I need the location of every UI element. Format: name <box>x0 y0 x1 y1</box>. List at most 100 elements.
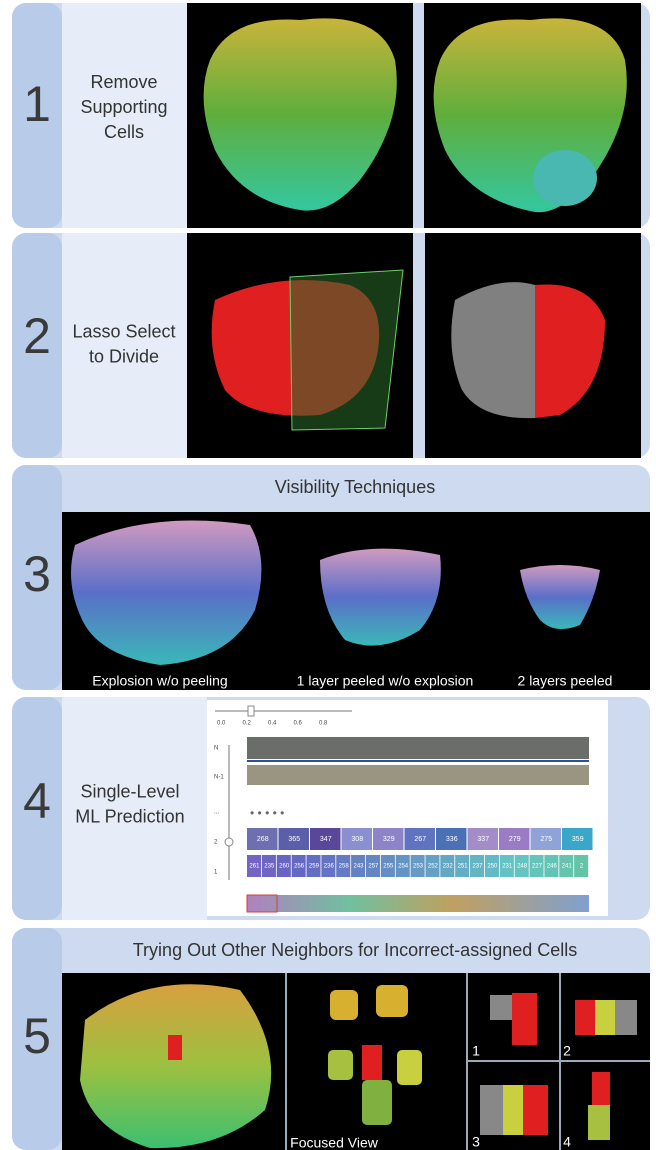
cell <box>615 1000 637 1035</box>
label-area <box>62 233 187 458</box>
cell <box>595 1000 615 1035</box>
blob <box>451 282 535 419</box>
caption: 2 layers peeled <box>518 673 613 689</box>
cell <box>351 855 366 877</box>
cell <box>395 855 410 877</box>
cell <box>574 855 589 877</box>
label-line: Cells <box>104 122 144 142</box>
cell-label: 336 <box>446 836 458 843</box>
cell-label: 248 <box>517 864 528 870</box>
cell <box>247 828 278 850</box>
cell <box>376 985 408 1017</box>
cell-label: 261 <box>249 864 260 870</box>
cell <box>455 855 470 877</box>
cell <box>397 1050 422 1085</box>
label-line: Lasso Select <box>72 321 175 341</box>
cell <box>410 855 425 877</box>
cell-label: 237 <box>472 864 483 870</box>
cell <box>467 828 498 850</box>
panel-number: 5 <box>23 1008 51 1064</box>
cell-label: 267 <box>414 836 426 843</box>
blob <box>535 284 605 418</box>
panel-stripe <box>12 928 62 1150</box>
cell <box>425 855 440 877</box>
cell-label: 256 <box>294 864 305 870</box>
cell-label: 255 <box>383 864 394 870</box>
viewport <box>246 894 278 913</box>
panel-number: 3 <box>23 546 51 602</box>
slider-tick: 0.4 <box>268 721 277 727</box>
cell-label: 252 <box>428 864 439 870</box>
caption: 1 <box>472 1043 480 1059</box>
level-bar <box>247 737 589 759</box>
slider-tick: 0.6 <box>294 721 303 727</box>
cell <box>529 855 544 877</box>
cell <box>365 855 381 877</box>
cell-label: 251 <box>458 864 469 870</box>
cell <box>588 1105 610 1140</box>
cell <box>514 855 529 877</box>
level-knob <box>224 837 234 847</box>
label-area <box>62 697 207 920</box>
cell <box>480 1085 505 1135</box>
level-label: 2 <box>214 840 218 846</box>
label-area <box>62 3 187 228</box>
cell <box>484 855 499 877</box>
cell-label: 308 <box>351 836 363 843</box>
blob <box>520 565 600 629</box>
label-line: Supporting <box>80 97 167 117</box>
cell <box>530 828 561 850</box>
panel-label: Single-Level ML Prediction <box>75 781 184 826</box>
cell-label: 253 <box>413 864 424 870</box>
cell-label: 258 <box>339 864 350 870</box>
cell-label: 279 <box>509 836 521 843</box>
panel-number: 2 <box>23 308 51 364</box>
panel-title: Trying Out Other Neighbors for Incorrect… <box>133 940 578 960</box>
blob <box>533 150 597 206</box>
cell <box>291 855 306 877</box>
panel-title: Visibility Techniques <box>275 477 435 497</box>
cell <box>341 828 372 850</box>
cell-label: 236 <box>324 864 335 870</box>
cell <box>168 1035 182 1060</box>
caption: Focused View <box>290 1135 379 1150</box>
cell <box>562 828 593 850</box>
cell <box>440 855 455 877</box>
blob <box>203 18 397 211</box>
caption: 2 <box>563 1043 571 1059</box>
cell <box>321 855 336 877</box>
cell <box>499 855 514 877</box>
cell-label: 243 <box>354 864 365 870</box>
cell <box>362 1045 382 1080</box>
panel-number: 4 <box>23 773 51 829</box>
cell <box>470 855 485 877</box>
panel-stripe <box>12 3 62 228</box>
cell-label: 241 <box>562 864 573 870</box>
cell <box>261 855 276 877</box>
cell <box>276 855 291 877</box>
cell <box>278 828 309 850</box>
cell <box>436 828 467 850</box>
label-line: Single-Level <box>80 781 179 801</box>
cell <box>247 855 262 877</box>
screenshot <box>207 700 608 916</box>
cell-label: 275 <box>540 836 552 843</box>
panel-stripe <box>12 465 62 690</box>
cell <box>544 855 559 877</box>
level-label: N <box>214 746 218 752</box>
cell-label: 365 <box>288 836 300 843</box>
overview-strip <box>247 895 589 912</box>
cell <box>328 1050 353 1080</box>
cell <box>559 855 574 877</box>
cell <box>380 855 395 877</box>
level-label: N-1 <box>214 775 224 781</box>
panel-label: Remove Supporting Cells <box>80 72 167 142</box>
cell-label: 337 <box>477 836 489 843</box>
cell-label: 235 <box>264 864 275 870</box>
cell <box>523 1085 548 1135</box>
cell <box>373 828 404 850</box>
caption: 4 <box>563 1134 571 1150</box>
slider-knob <box>247 705 255 717</box>
blob <box>71 520 262 665</box>
ellipsis-dots: • • • • • <box>250 806 284 820</box>
